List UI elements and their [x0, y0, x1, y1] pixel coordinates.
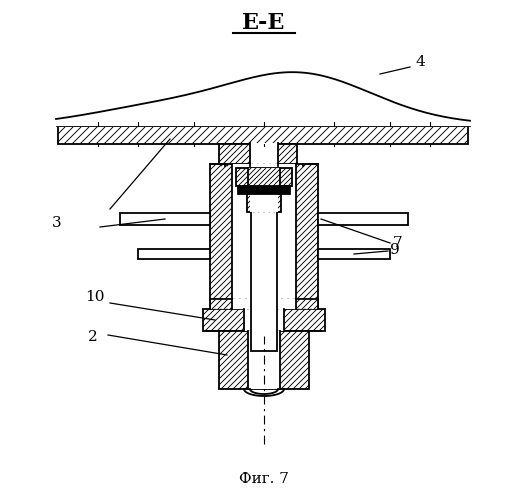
Bar [232, 164, 296, 299]
Bar [244, 309, 284, 331]
Bar [210, 299, 318, 309]
Text: Е-Е: Е-Е [242, 12, 286, 34]
Bar [58, 126, 468, 144]
Bar [247, 194, 281, 212]
Bar [250, 194, 278, 212]
Bar [248, 331, 280, 389]
Bar [251, 186, 277, 351]
Text: 3: 3 [52, 216, 62, 230]
Polygon shape [56, 72, 470, 126]
Bar [236, 168, 292, 186]
Bar [219, 144, 297, 166]
Text: 2: 2 [88, 330, 98, 344]
Text: 10: 10 [85, 290, 105, 304]
Bar [318, 213, 408, 225]
Bar [138, 249, 210, 259]
Text: Фиг. 7: Фиг. 7 [239, 472, 289, 486]
Text: 7: 7 [393, 236, 403, 250]
Bar [210, 164, 318, 299]
Text: 4: 4 [415, 55, 425, 69]
Text: 9: 9 [390, 243, 400, 257]
Bar [219, 331, 309, 389]
Bar [318, 249, 390, 259]
Polygon shape [238, 194, 290, 212]
Bar [248, 168, 280, 186]
Bar [250, 143, 278, 166]
Bar [232, 299, 296, 309]
Bar [120, 213, 210, 225]
Bar [203, 309, 325, 331]
Bar [238, 186, 290, 194]
